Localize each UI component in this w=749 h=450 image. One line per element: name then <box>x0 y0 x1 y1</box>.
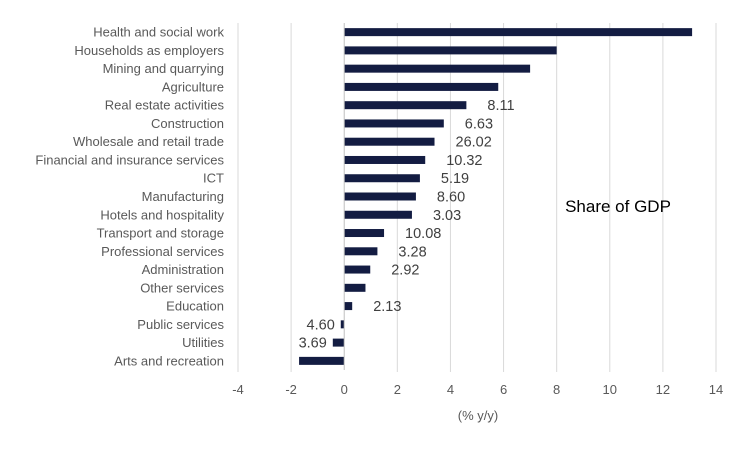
bar <box>340 320 345 329</box>
category-label: Construction <box>151 116 224 131</box>
category-label: ICT <box>203 171 224 186</box>
x-tick-label: 0 <box>341 382 348 397</box>
bar <box>344 265 371 274</box>
category-label: Wholesale and retail trade <box>73 134 224 149</box>
x-tick-label: 14 <box>709 382 723 397</box>
bar <box>344 210 412 219</box>
category-label: Professional services <box>101 244 224 259</box>
x-tick-labels: -4 -2 0 2 4 6 8 10 12 14 <box>232 382 723 397</box>
share-of-gdp-annotation: Share of GDP <box>565 197 671 216</box>
data-label: 3.03 <box>433 208 461 224</box>
x-tick-label: 2 <box>394 382 401 397</box>
category-label: Health and social work <box>93 25 224 40</box>
category-label: Utilities <box>182 335 224 350</box>
data-label: 2.92 <box>391 263 419 279</box>
bar <box>344 229 385 238</box>
x-tick-label: -2 <box>285 382 297 397</box>
x-tick-label: 4 <box>447 382 454 397</box>
data-label: 3.28 <box>398 244 426 260</box>
bar <box>344 155 426 164</box>
bar <box>344 137 435 146</box>
bar <box>299 356 345 365</box>
category-label: Administration <box>142 262 224 277</box>
x-tick-label: 12 <box>656 382 670 397</box>
bars <box>299 28 693 365</box>
x-tick-label: 6 <box>500 382 507 397</box>
bar <box>344 46 557 55</box>
data-label: 26.02 <box>456 135 492 151</box>
bar <box>344 174 420 183</box>
category-label: Transport and storage <box>97 226 224 241</box>
x-tick-label: 8 <box>553 382 560 397</box>
category-label: Arts and recreation <box>114 353 224 368</box>
data-label: 4.60 <box>307 317 335 333</box>
category-label: Other services <box>140 280 224 295</box>
category-label: Education <box>166 299 224 314</box>
data-label: 6.63 <box>465 116 493 132</box>
bar <box>344 119 444 128</box>
bar <box>344 247 378 256</box>
bar <box>344 64 531 73</box>
data-label: 5.19 <box>441 171 469 187</box>
category-label: Real estate activities <box>105 98 225 113</box>
category-label: Public services <box>137 317 224 332</box>
data-label: 8.11 <box>487 98 514 114</box>
category-label: Financial and insurance services <box>35 152 224 167</box>
bar <box>344 82 499 91</box>
data-label: 8.60 <box>437 190 465 206</box>
category-label: Hotels and hospitality <box>100 207 224 222</box>
data-labels: 8.11 6.63 26.02 10.32 5.19 8.60 3.03 10.08 3.28 2… <box>299 98 515 351</box>
category-label: Manufacturing <box>142 189 224 204</box>
bar <box>344 28 693 37</box>
category-label: Households as employers <box>74 43 224 58</box>
bar <box>344 283 366 292</box>
data-label: 2.13 <box>373 299 401 315</box>
data-label: 10.08 <box>405 226 441 242</box>
category-labels: Health and social work Households as empl… <box>35 25 224 369</box>
x-axis-title: (% y/y) <box>458 408 498 423</box>
x-tick-label: 10 <box>603 382 617 397</box>
bar <box>344 192 416 201</box>
bar <box>344 302 353 311</box>
bar <box>332 338 345 347</box>
data-label: 3.69 <box>299 336 327 352</box>
data-label: 10.32 <box>446 153 482 169</box>
gridlines <box>237 23 717 372</box>
category-label: Mining and quarrying <box>103 61 224 76</box>
x-tick-label: -4 <box>232 382 244 397</box>
bar <box>344 101 467 110</box>
category-label: Agriculture <box>162 79 224 94</box>
